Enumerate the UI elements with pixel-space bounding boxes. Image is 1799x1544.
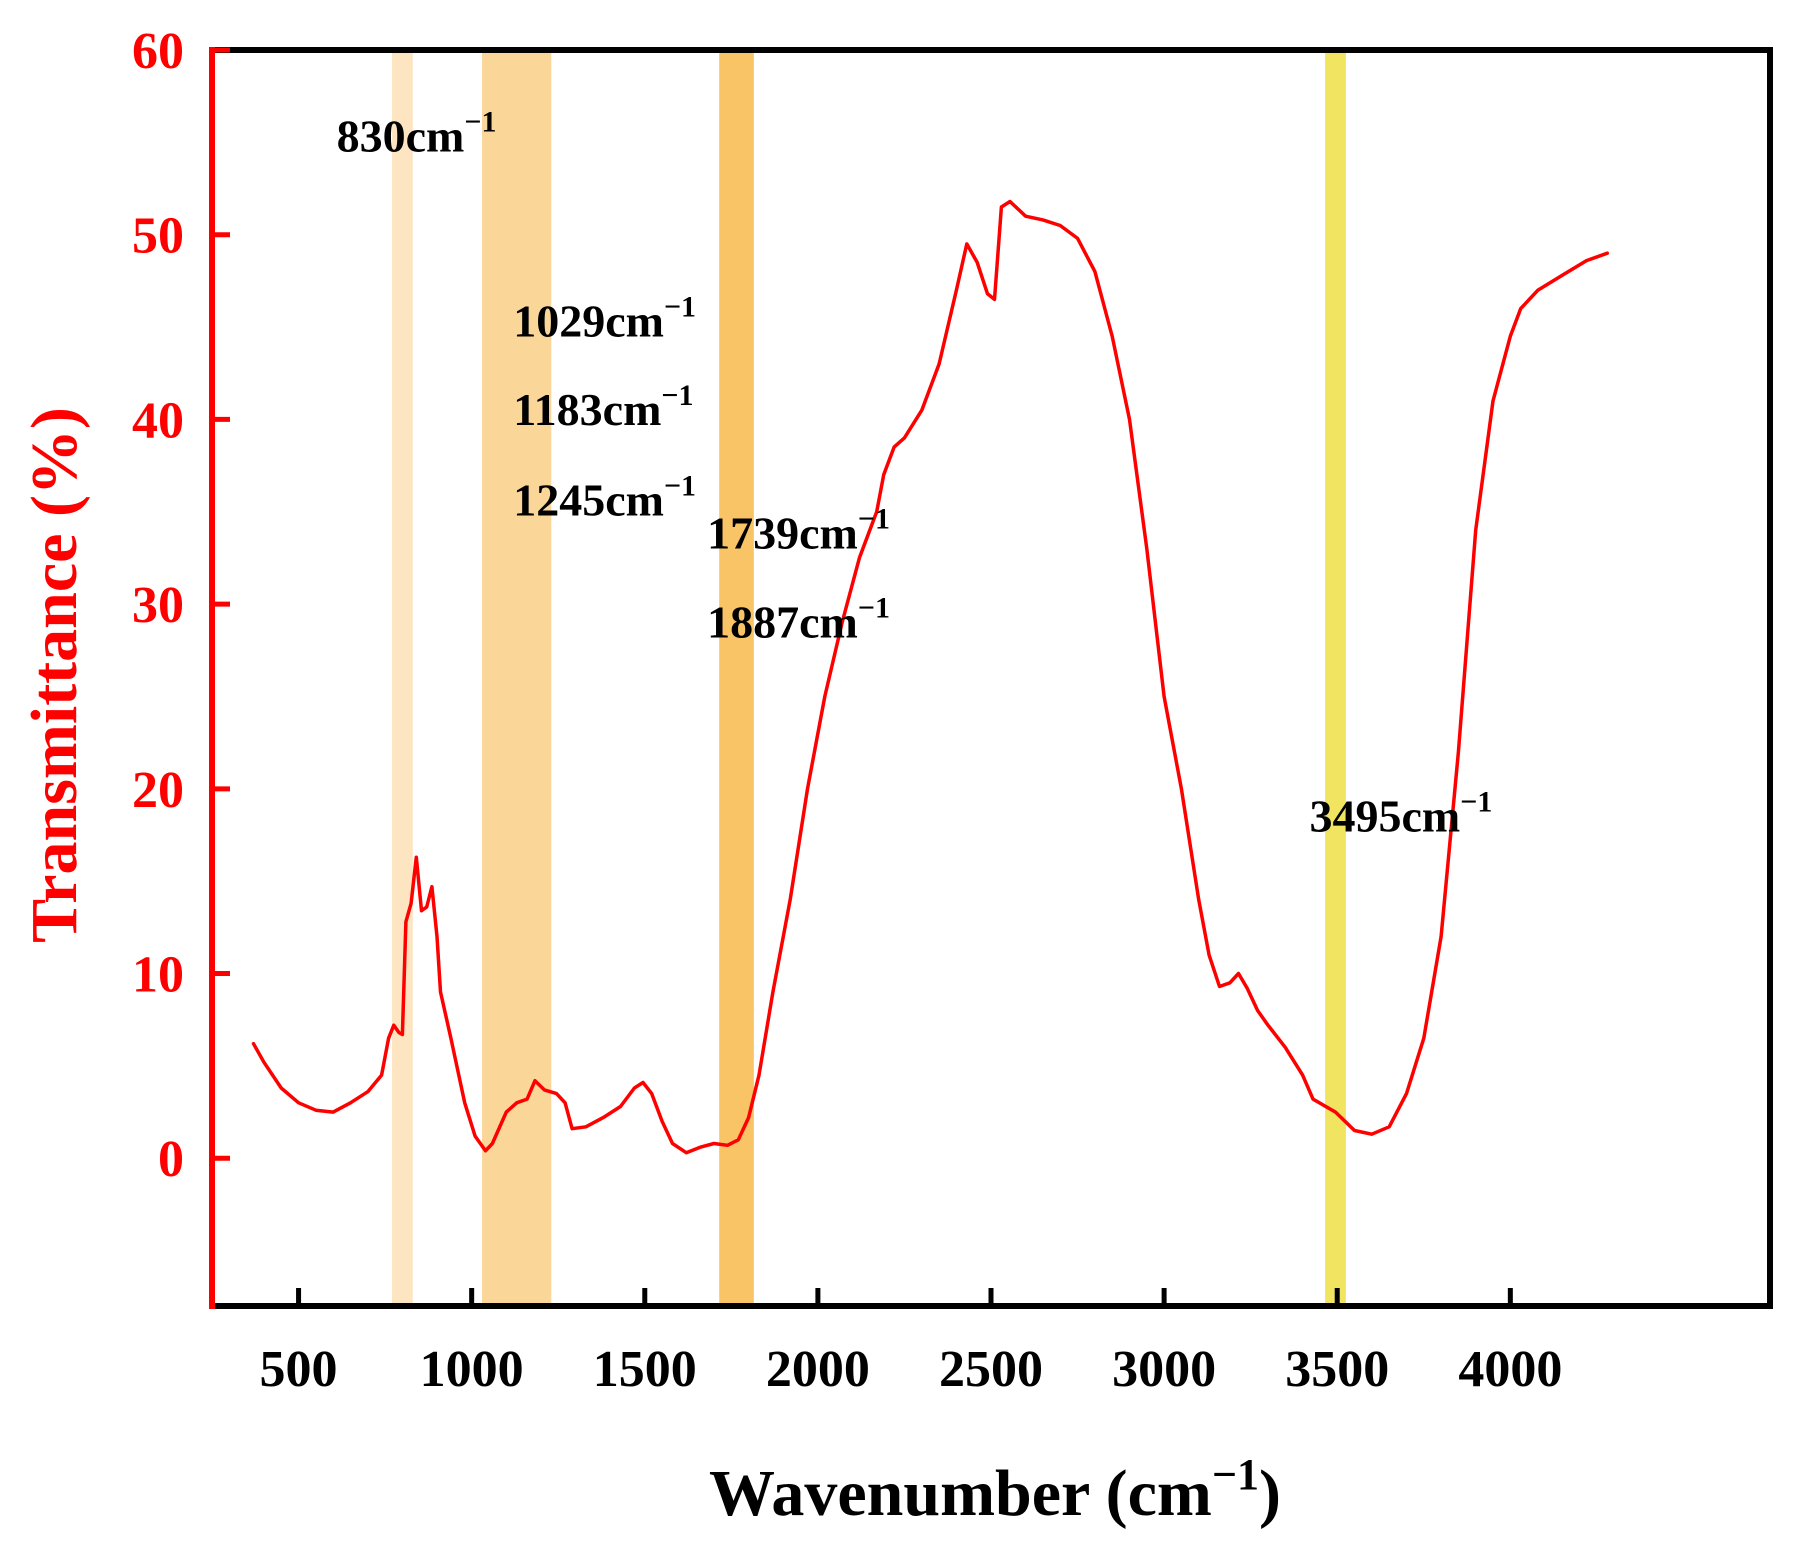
band-3 (719, 50, 754, 1306)
x-tick-label-3000: 3000 (1112, 1341, 1216, 1398)
y-tick-label-20: 20 (132, 762, 184, 819)
y-axis-title: Transmittance (%) (18, 407, 91, 943)
peak-label-7: 3495cm−1 (1310, 785, 1493, 841)
peak-label-5: 1739cm−1 (707, 503, 890, 559)
peak-label-3: 1183cm−1 (513, 379, 693, 435)
y-tick-label-0: 0 (158, 1131, 184, 1188)
peak-label-6: 1887cm−1 (707, 591, 890, 647)
x-tick-label-4000: 4000 (1458, 1341, 1562, 1398)
x-tick-label-2500: 2500 (939, 1341, 1043, 1398)
y-axis-ticks: 0 10 20 30 40 50 60 (132, 23, 230, 1188)
plot-frame (209, 47, 1773, 1309)
highlight-bands (392, 50, 1346, 1306)
y-tick-label-50: 50 (132, 208, 184, 265)
x-tick-label-2000: 2000 (766, 1341, 870, 1398)
x-axis-title: Wavenumber (cm−1) (709, 1450, 1281, 1530)
y-tick-label-30: 30 (132, 577, 184, 634)
peak-label-2: 1029cm−1 (513, 290, 696, 346)
band-4 (1325, 50, 1346, 1306)
x-tick-label-1500: 1500 (593, 1341, 697, 1398)
band-2 (482, 50, 552, 1306)
x-tick-label-1000: 1000 (420, 1341, 524, 1398)
series-line-1 (251, 199, 1610, 1155)
y-tick-label-40: 40 (132, 392, 184, 449)
spectrum-line-group (251, 199, 1610, 1155)
x-axis-ticks: 500 1000 1500 2000 2500 3000 3500 4000 (260, 1288, 1562, 1398)
peak-label-1: 830cm−1 (337, 106, 497, 162)
x-tick-label-3500: 3500 (1285, 1341, 1389, 1398)
band-1 (392, 50, 413, 1306)
y-tick-label-60: 60 (132, 23, 184, 80)
y-tick-label-10: 10 (132, 947, 184, 1004)
peak-label-4: 1245cm−1 (513, 469, 696, 525)
x-tick-label-500: 500 (260, 1341, 338, 1398)
